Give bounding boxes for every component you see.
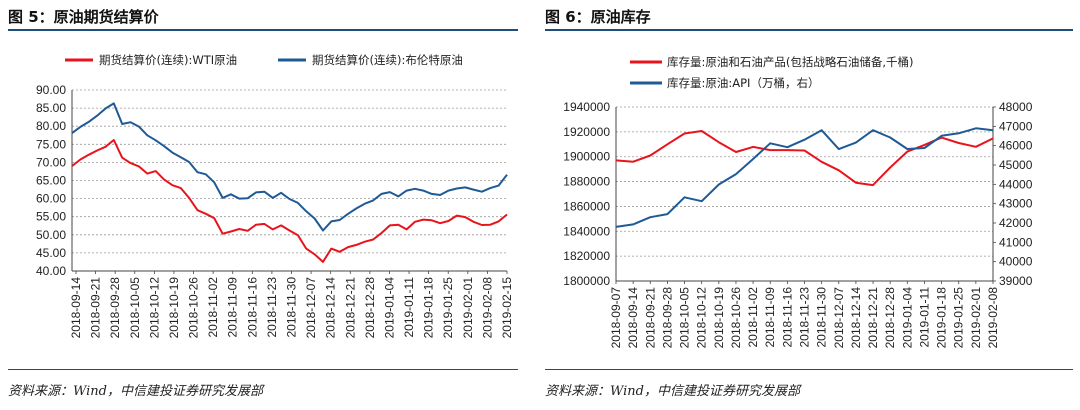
x-tick-label: 2019-02-08 <box>480 277 494 339</box>
x-tick-label: 2018-09-14 <box>69 277 83 339</box>
x-tick-label: 2018-12-21 <box>866 287 880 349</box>
right-figure-title: 图 6：原油库存 <box>545 8 651 26</box>
x-tick-label: 2018-11-16 <box>245 277 259 338</box>
x-tick-label: 2018-10-12 <box>695 287 709 349</box>
x-tick-label: 2019-02-15 <box>500 277 514 339</box>
x-tick-label: 2018-09-28 <box>108 277 122 339</box>
series-line-api <box>615 127 994 228</box>
y-tick-label: 90.00 <box>36 83 66 97</box>
x-tick-label: 2018-09-14 <box>626 287 640 349</box>
x-tick-label: 2018-10-05 <box>678 287 692 349</box>
x-tick-label: 2018-09-28 <box>660 287 674 349</box>
y-tick-label: 1820000 <box>563 249 610 263</box>
y2-tick-label: 47000 <box>999 119 1033 133</box>
series-line-wti <box>71 139 508 263</box>
x-tick-label: 2019-01-11 <box>402 277 416 338</box>
x-tick-label: 2018-09-21 <box>89 277 103 339</box>
x-tick-label: 2018-09-21 <box>643 287 657 349</box>
x-tick-label: 2018-11-30 <box>285 277 299 338</box>
x-tick-label: 2018-12-07 <box>304 277 318 339</box>
y-tick-label: 1940000 <box>563 100 610 114</box>
x-tick-label: 2019-01-18 <box>935 287 949 349</box>
x-tick-label: 2018-10-19 <box>712 287 726 349</box>
y-tick-label: 80.00 <box>36 119 66 133</box>
series-line-total-stocks <box>615 130 994 187</box>
x-tick-label: 2019-01-25 <box>441 277 455 339</box>
x-tick-label: 2018-10-26 <box>187 277 201 339</box>
legend-label: 期货结算价(连续):WTI原油 <box>99 53 237 67</box>
y-tick-label: 45.00 <box>36 246 66 260</box>
x-tick-label: 2018-10-19 <box>167 277 181 339</box>
x-tick-label: 2018-12-14 <box>849 287 863 349</box>
x-tick-label: 2019-01-18 <box>422 277 436 339</box>
left-source-note: 资料来源：Wind，中信建投证券研究发展部 <box>8 384 263 399</box>
right-bottom-rule <box>545 369 1073 370</box>
y2-tick-label: 45000 <box>999 158 1033 172</box>
y-tick-label: 85.00 <box>36 101 66 115</box>
x-tick-label: 2018-12-07 <box>832 287 846 349</box>
y-tick-label: 70.00 <box>36 155 66 169</box>
y-tick-label: 40.00 <box>36 264 66 278</box>
y-tick-label: 1800000 <box>563 274 610 288</box>
y-tick-label: 50.00 <box>36 228 66 242</box>
y2-tick-label: 41000 <box>999 235 1033 249</box>
x-tick-label: 2018-12-28 <box>363 277 377 339</box>
x-tick-label: 2019-02-01 <box>461 277 475 339</box>
left-title-rule <box>8 29 518 31</box>
y-tick-label: 1880000 <box>563 175 610 189</box>
y2-tick-label: 42000 <box>999 216 1033 230</box>
x-tick-label: 2018-11-30 <box>815 287 829 348</box>
y2-tick-label: 44000 <box>999 177 1033 191</box>
y2-tick-label: 40000 <box>999 255 1033 269</box>
right-source-note: 资料来源：Wind，中信建投证券研究发展部 <box>545 384 800 399</box>
x-tick-label: 2019-01-04 <box>382 277 396 339</box>
legend-label: 期货结算价(连续):布伦特原油 <box>312 53 463 67</box>
x-tick-label: 2018-10-12 <box>147 277 161 339</box>
x-tick-label: 2018-11-23 <box>265 277 279 338</box>
x-tick-label: 2019-01-11 <box>917 287 931 348</box>
y-tick-label: 1920000 <box>563 125 610 139</box>
y-tick-label: 1900000 <box>563 150 610 164</box>
y-tick-label: 65.00 <box>36 174 66 188</box>
x-tick-label: 2018-10-26 <box>729 287 743 349</box>
x-tick-label: 2018-11-23 <box>798 287 812 348</box>
right-title-rule <box>545 29 1073 31</box>
y2-tick-label: 39000 <box>999 274 1033 288</box>
legend-label: 库存量:原油:API（万桶，右） <box>667 76 819 90</box>
x-tick-label: 2019-02-01 <box>969 287 983 349</box>
y-tick-label: 75.00 <box>36 137 66 151</box>
x-tick-label: 2018-12-28 <box>883 287 897 349</box>
x-tick-label: 2018-10-05 <box>128 277 142 339</box>
x-tick-label: 2019-02-08 <box>986 287 1000 349</box>
x-tick-label: 2018-12-14 <box>324 277 338 339</box>
left-figure-title: 图 5：原油期货结算价 <box>8 8 159 26</box>
x-tick-label: 2018-11-02 <box>206 277 220 338</box>
series-line-brent <box>71 102 508 232</box>
x-tick-label: 2018-12-21 <box>343 277 357 339</box>
x-tick-label: 2018-11-09 <box>226 277 240 338</box>
y-tick-label: 55.00 <box>36 210 66 224</box>
left-bottom-rule <box>8 369 518 370</box>
x-tick-label: 2018-11-16 <box>780 287 794 348</box>
y-tick-label: 60.00 <box>36 192 66 206</box>
x-tick-label: 2019-01-25 <box>952 287 966 349</box>
x-tick-label: 2018-09-07 <box>609 287 623 349</box>
x-tick-label: 2019-01-04 <box>900 287 914 349</box>
x-tick-label: 2018-11-02 <box>746 287 760 348</box>
y-tick-label: 1860000 <box>563 199 610 213</box>
x-tick-label: 2018-11-09 <box>763 287 777 348</box>
y-tick-label: 1840000 <box>563 224 610 238</box>
y2-tick-label: 43000 <box>999 197 1033 211</box>
y2-tick-label: 48000 <box>999 100 1033 114</box>
legend-label: 库存量:原油和石油产品(包括战略石油储备,千桶) <box>667 55 914 69</box>
y2-tick-label: 46000 <box>999 139 1033 153</box>
